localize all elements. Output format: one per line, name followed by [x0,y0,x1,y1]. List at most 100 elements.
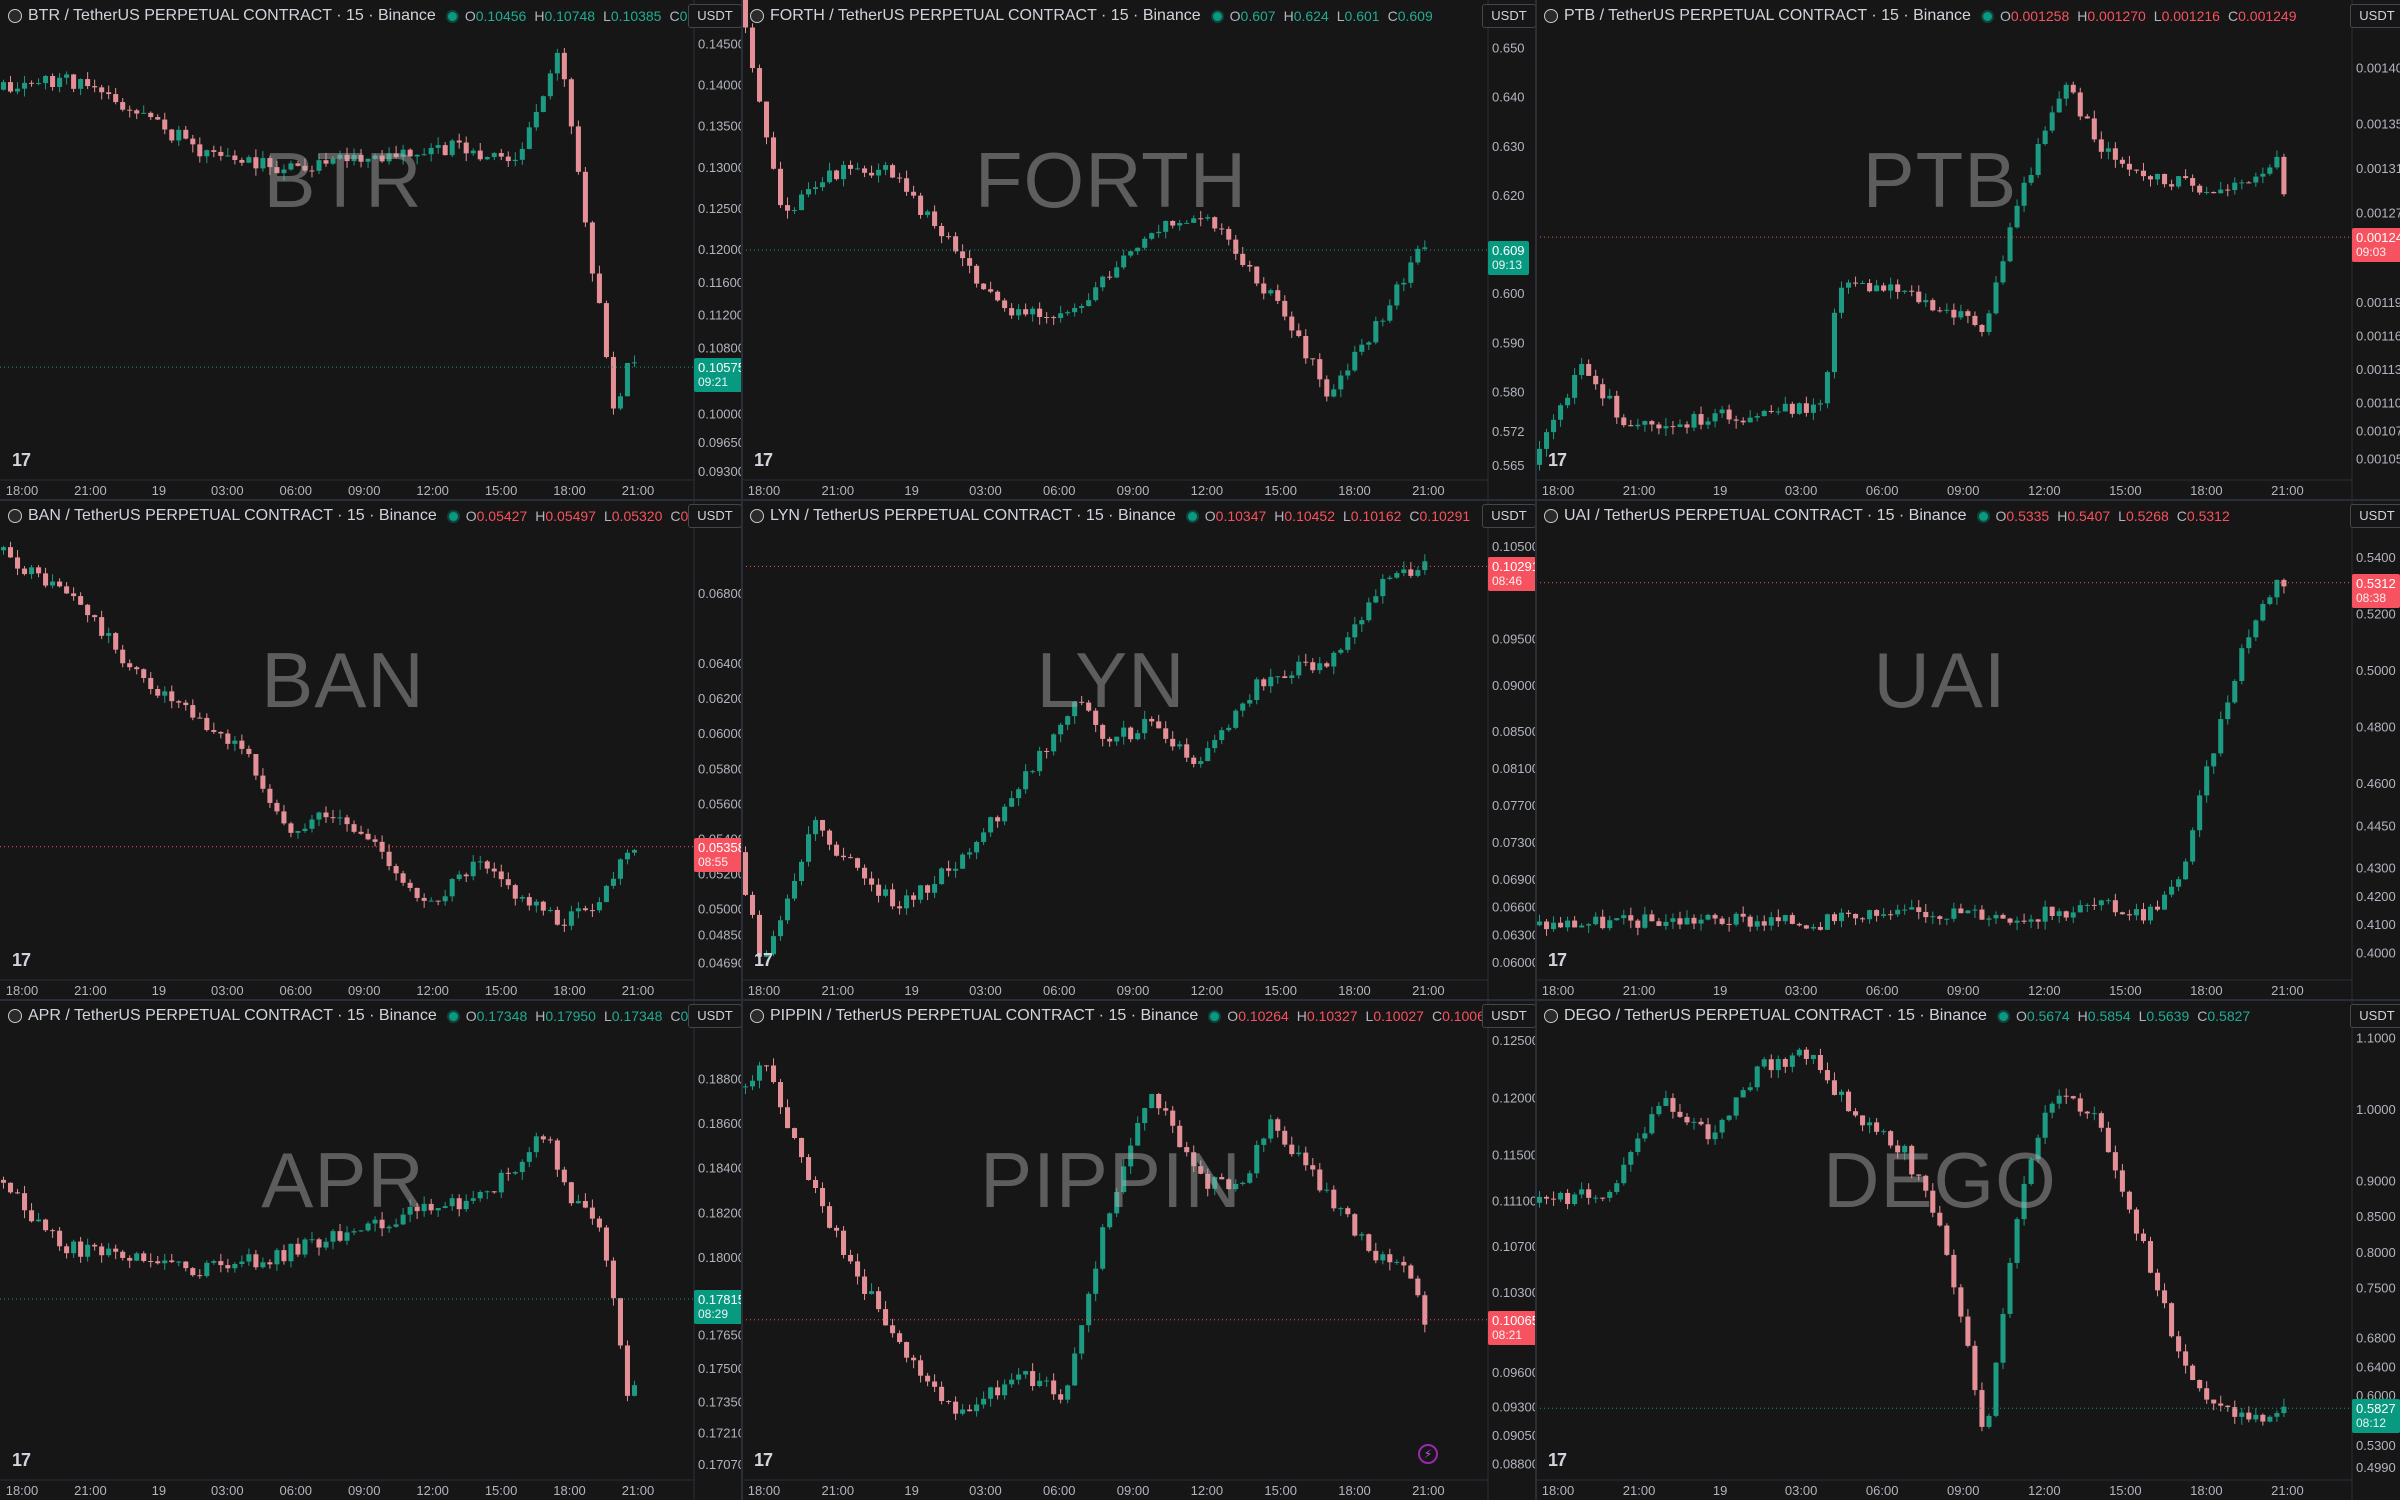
ohlc-value-h: 0.001270 [2087,8,2146,24]
chart-legend: APR / TetherUS PERPETUAL CONTRACT · 15 ·… [8,1006,731,1026]
tradingview-logo-icon[interactable]: 17 [12,450,31,470]
currency-unit-button[interactable]: USDT [1482,504,1536,528]
tradingview-logo-icon[interactable]: 17 [754,950,773,970]
chart-pane-ban[interactable]: BAN / TetherUS PERPETUAL CONTRACT · 15 ·… [0,500,742,1000]
time-tick-label: 21:00 [1623,483,1656,498]
ohlc-key-o: O [465,508,477,524]
tradingview-logo-icon[interactable]: 17 [12,1450,31,1470]
symbol-title[interactable]: BAN / TetherUS PERPETUAL CONTRACT · 15 ·… [28,507,437,524]
chart-pane-apr[interactable]: APR / TetherUS PERPETUAL CONTRACT · 15 ·… [0,1000,742,1500]
price-tick-label: 1.1000 [2356,1030,2396,1045]
ohlc-value-o: 0.5335 [2006,508,2050,524]
time-tick-label: 03:00 [211,1483,244,1498]
candlestick-chart[interactable]: 0.14500 0.14000 0.13500 0.13000 0.12500 0.120… [0,0,742,500]
symbol-title[interactable]: PTB / TetherUS PERPETUAL CONTRACT · 15 ·… [1564,7,1971,24]
currency-unit-button[interactable]: USDT [688,4,742,28]
time-tick-label: 18:00 [748,483,781,498]
symbol-title[interactable]: FORTH / TetherUS PERPETUAL CONTRACT · 15… [770,7,1201,24]
candlestick-chart[interactable]: 0.5400 0.5200 0.5000 0.4800 0.4600 0.4450 0.43… [1536,500,2400,1000]
price-tick-label: 0.10800 [698,341,742,356]
candlestick-chart[interactable]: 0.650 0.640 0.630 0.620 0.600 0.590 0.580 0.572… [742,0,1536,500]
time-tick-label: 19 [1713,1483,1727,1498]
candlestick-chart[interactable]: 0.10500 0.09500 0.09000 0.08500 0.08100 0.077… [742,500,1536,1000]
time-tick-label: 09:00 [1947,983,1980,998]
pane-divider[interactable] [1535,0,1537,1500]
currency-unit-button[interactable]: USDT [1482,1004,1536,1028]
last-price-value: 0.10575 [698,360,742,376]
tradingview-logo-icon[interactable]: 17 [12,950,31,970]
symbol-title[interactable]: LYN / TetherUS PERPETUAL CONTRACT · 15 ·… [770,507,1176,524]
pane-divider[interactable] [0,499,2400,501]
chart-pane-uai[interactable]: UAI / TetherUS PERPETUAL CONTRACT · 15 ·… [1536,500,2400,1000]
tradingview-logo-icon[interactable]: 17 [1548,950,1567,970]
time-tick-label: 03:00 [211,983,244,998]
tradingview-logo-icon[interactable]: 17 [1548,450,1567,470]
candlestick-chart[interactable]: 0.18800 0.18600 0.18400 0.18200 0.18000 0.176… [0,1000,742,1500]
time-tick-label: 21:00 [74,483,107,498]
currency-unit-button[interactable]: USDT [2350,4,2400,28]
ohlc-value-c: 0.609 [1397,8,1433,24]
candlestick-chart[interactable]: 0.12500 0.12000 0.11500 0.11100 0.10700 0.103… [742,1000,1536,1500]
price-tick-label: 0.07300 [1492,835,1536,850]
candlestick-chart[interactable]: 0.06800 0.06400 0.06200 0.06000 0.05800 0.056… [0,500,742,1000]
tradingview-logo-icon[interactable]: 17 [754,1450,773,1470]
price-tick-label: 0.09300 [698,464,742,479]
pane-divider[interactable] [741,0,743,1500]
currency-unit-button[interactable]: USDT [2350,504,2400,528]
chart-pane-ptb[interactable]: PTB / TetherUS PERPETUAL CONTRACT · 15 ·… [1536,0,2400,500]
ohlc-key-h: H [1296,1008,1307,1024]
symbol-title[interactable]: UAI / TetherUS PERPETUAL CONTRACT · 15 ·… [1564,507,1967,524]
chart-legend: FORTH / TetherUS PERPETUAL CONTRACT · 15… [750,6,1433,26]
chart-legend: LYN / TetherUS PERPETUAL CONTRACT · 15 ·… [750,506,1470,526]
ohlc-value-l: 0.001216 [2161,8,2220,24]
tradingview-logo-icon[interactable]: 17 [1548,1450,1567,1470]
time-tick-label: 21:00 [2271,983,2304,998]
ohlc-values: O0.10264 H0.10327 L0.10027 C0.10065 [1227,1008,1492,1024]
bar-countdown: 09:13 [1492,258,1523,272]
chart-pane-btr[interactable]: BTR / TetherUS PERPETUAL CONTRACT · 15 ·… [0,0,742,500]
chart-pane-lyn[interactable]: LYN / TetherUS PERPETUAL CONTRACT · 15 ·… [742,500,1536,1000]
time-tick-label: 21:00 [822,483,855,498]
chart-pane-pippin[interactable]: PIPPIN / TetherUS PERPETUAL CONTRACT · 1… [742,1000,1536,1500]
ohlc-value-o: 0.001258 [2010,8,2070,24]
candles [742,0,1428,402]
tradingview-logo-icon[interactable]: 17 [754,450,773,470]
price-tick-label: 0.06200 [698,691,742,706]
symbol-title[interactable]: BTR / TetherUS PERPETUAL CONTRACT · 15 ·… [28,7,436,24]
currency-unit-button[interactable]: USDT [1482,4,1536,28]
price-tick-label: 0.4100 [2356,917,2396,932]
price-tick-label: 0.06300 [1492,927,1536,942]
pane-divider[interactable] [0,999,2400,1001]
chart-pane-forth[interactable]: FORTH / TetherUS PERPETUAL CONTRACT · 15… [742,0,1536,500]
price-tick-label: 0.09500 [1492,632,1536,647]
symbol-title[interactable]: DEGO / TetherUS PERPETUAL CONTRACT · 15 … [1564,1007,1987,1024]
time-tick-label: 03:00 [1785,483,1818,498]
symbol-title[interactable]: APR / TetherUS PERPETUAL CONTRACT · 15 ·… [28,1007,437,1024]
currency-unit-button[interactable]: USDT [2350,1004,2400,1028]
symbol-title[interactable]: PIPPIN / TetherUS PERPETUAL CONTRACT · 1… [770,1007,1199,1024]
price-tick-label: 0.8500 [2356,1209,2396,1224]
ohlc-value-l: 0.17348 [611,1008,663,1024]
price-tick-label: 0.620 [1492,188,1525,203]
time-tick-label: 12:00 [1191,483,1224,498]
chart-pane-dego[interactable]: DEGO / TetherUS PERPETUAL CONTRACT · 15 … [1536,1000,2400,1500]
bar-countdown: 08:21 [1492,1327,1523,1342]
time-tick-label: 09:00 [1947,1483,1980,1498]
price-tick-label: 0.10000 [698,406,742,421]
price-tick-label: 0.07700 [1492,798,1536,813]
price-tick-label: 0.8000 [2356,1245,2396,1260]
price-tick-label: 0.09000 [1492,678,1536,693]
candlestick-chart[interactable]: 1.1000 1.0000 0.9000 0.8500 0.8000 0.7500 0.68… [1536,1000,2400,1500]
price-tick-label: 0.06000 [698,726,742,741]
currency-unit-button[interactable]: USDT [688,504,742,528]
last-price-tag: 0.5312 08:38 [2352,573,2400,608]
lightning-icon[interactable]: ⚡ [1418,1444,1438,1464]
time-tick-label: 18:00 [1338,483,1371,498]
price-tick-label: 0.11200 [698,308,742,323]
ohlc-value-h: 0.624 [1293,8,1329,24]
currency-unit-button[interactable]: USDT [688,1004,742,1028]
time-tick-label: 18:00 [748,1483,781,1498]
